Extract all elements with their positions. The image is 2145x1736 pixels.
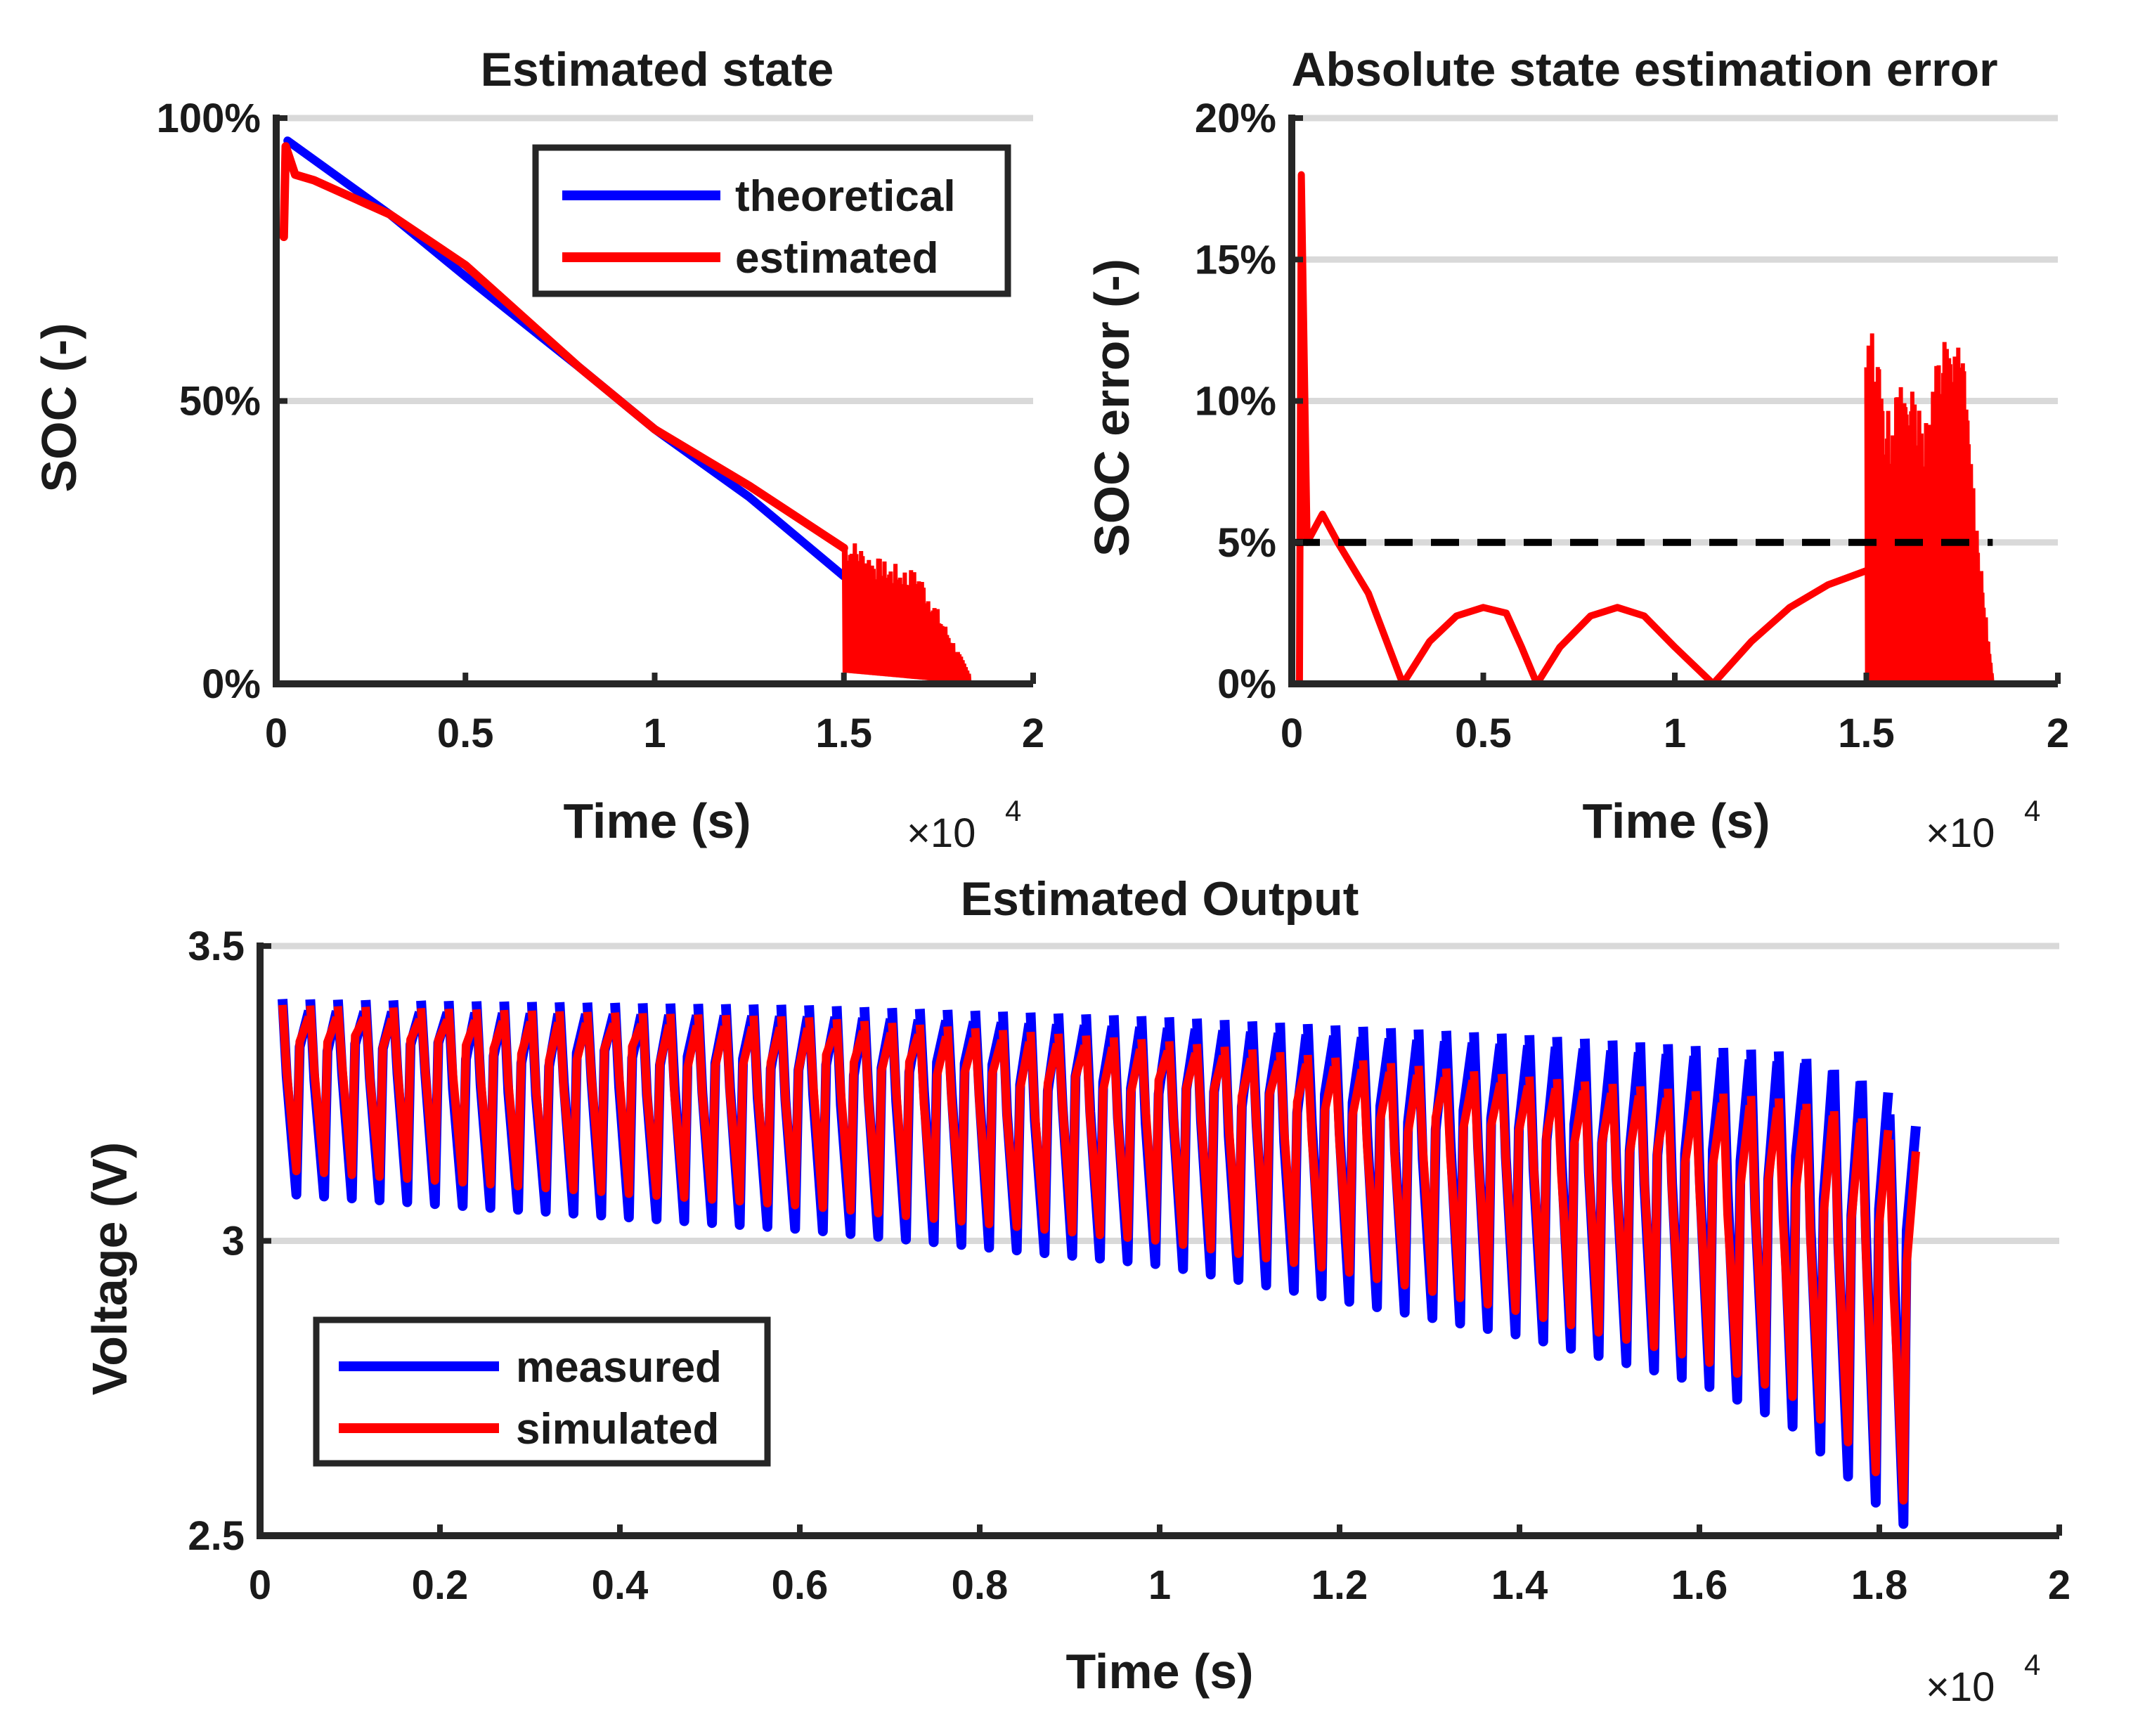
voltage-xtick-1: 0.2 (412, 1562, 469, 1608)
error-ytick-0: 0% (1217, 661, 1276, 707)
soc-ytick-0: 0% (202, 661, 261, 707)
voltage-ytick-1: 3 (222, 1219, 245, 1264)
error-xlabel: Time (s) (1582, 793, 1770, 848)
error-ytick-labels: 0% 5% 10% 15% 20% (1195, 96, 1276, 707)
soc-legend: theoretical estimated (532, 144, 1011, 297)
soc-legend-box (532, 144, 1011, 297)
soc-ylabel: SOC (-) (32, 323, 86, 492)
soc-title: Estimated state (481, 43, 834, 96)
voltage-xtick-9: 1.8 (1851, 1562, 1908, 1608)
voltage-xtick-4: 0.8 (952, 1562, 1009, 1608)
error-xtick-1: 0.5 (1455, 711, 1512, 756)
soc-line-estimated-oscillation (841, 543, 972, 685)
soc-multiplier-exp: 4 (1005, 794, 1021, 827)
soc-line-estimated (279, 142, 848, 552)
error-multiplier-base: ×10 (1926, 810, 1995, 856)
soc-series (279, 136, 972, 685)
voltage-xtick-8: 1.6 (1671, 1562, 1728, 1608)
voltage-ytick-labels: 2.5 3 3.5 (188, 924, 245, 1559)
voltage-series (278, 999, 1921, 1529)
error-axes (1288, 115, 2061, 687)
soc-xtick-labels: 0 0.5 1 1.5 2 (265, 711, 1044, 756)
voltage-multiplier-base: ×10 (1926, 1664, 1995, 1710)
voltage-xtick-2: 0.4 (592, 1562, 649, 1608)
error-series (1292, 171, 1995, 687)
voltage-xtick-3: 0.6 (772, 1562, 829, 1608)
soc-grid (276, 115, 1033, 404)
soc-legend-estimated: estimated (735, 234, 938, 283)
voltage-panel: Estimated Output 2.5 3 3.5 0 0.2 0.4 0.6 0.8 1 1… (82, 872, 2071, 1710)
soc-xtick-2: 1 (643, 711, 666, 756)
error-line-burst (1864, 333, 1995, 686)
soc-panel: Estimated state 0% 50% 100% 0 0.5 1 1.5 2 Time… (32, 43, 1044, 856)
error-xtick-0: 0 (1281, 711, 1303, 756)
error-ytick-2: 10% (1195, 379, 1276, 425)
soc-ytick-labels: 0% 50% 100% (157, 96, 261, 707)
soc-xtick-4: 2 (1022, 711, 1044, 756)
error-panel: Absolute state estimation error 0% 5% 10% 1… (1084, 43, 2069, 856)
error-title: Absolute state estimation error (1291, 43, 1997, 96)
soc-xtick-3: 1.5 (815, 711, 872, 756)
voltage-line-measured (278, 999, 1921, 1529)
voltage-legend-simulated: simulated (516, 1405, 719, 1453)
voltage-title: Estimated Output (961, 872, 1359, 926)
voltage-xtick-6: 1.2 (1311, 1562, 1368, 1608)
error-xtick-2: 1 (1664, 711, 1686, 756)
error-multiplier: ×10 4 (1926, 794, 2040, 856)
voltage-ylabel: Voltage (V) (82, 1142, 137, 1395)
voltage-xlabel: Time (s) (1065, 1644, 1253, 1699)
soc-multiplier-base: ×10 (907, 810, 976, 856)
soc-multiplier: ×10 4 (907, 794, 1021, 856)
soc-ytick-1: 50% (179, 379, 261, 425)
error-xtick-3: 1.5 (1838, 711, 1895, 756)
voltage-xtick-10: 2 (2048, 1562, 2071, 1608)
voltage-xtick-labels: 0 0.2 0.4 0.6 0.8 1 1.2 1.4 1.6 1.8 2 (249, 1562, 2071, 1608)
soc-legend-theoretical: theoretical (735, 172, 956, 221)
error-ytick-1: 5% (1217, 520, 1276, 566)
soc-xtick-0: 0 (265, 711, 287, 756)
voltage-ytick-2: 3.5 (188, 924, 245, 969)
soc-ytick-2: 100% (157, 96, 261, 141)
voltage-multiplier-exp: 4 (2024, 1648, 2040, 1681)
error-line (1295, 171, 1870, 687)
soc-axes (273, 115, 1036, 687)
voltage-ytick-0: 2.5 (188, 1513, 245, 1559)
voltage-xtick-0: 0 (249, 1562, 271, 1608)
voltage-axes (257, 943, 2062, 1539)
error-ylabel: SOC error (-) (1084, 259, 1139, 557)
voltage-legend: measured simulated (313, 1316, 771, 1467)
error-xtick-4: 2 (2047, 711, 2069, 756)
voltage-legend-box (313, 1316, 771, 1467)
error-ytick-4: 20% (1195, 96, 1276, 141)
soc-xlabel: Time (s) (563, 793, 751, 848)
soc-xtick-1: 0.5 (437, 711, 494, 756)
voltage-multiplier: ×10 4 (1926, 1648, 2040, 1710)
error-multiplier-exp: 4 (2024, 794, 2040, 827)
voltage-legend-measured: measured (516, 1343, 722, 1392)
error-ytick-3: 15% (1195, 237, 1276, 283)
error-xtick-labels: 0 0.5 1 1.5 2 (1281, 711, 2069, 756)
voltage-xtick-5: 1 (1148, 1562, 1171, 1608)
voltage-line-simulated (278, 1004, 1920, 1505)
voltage-xtick-7: 1.4 (1491, 1562, 1548, 1608)
